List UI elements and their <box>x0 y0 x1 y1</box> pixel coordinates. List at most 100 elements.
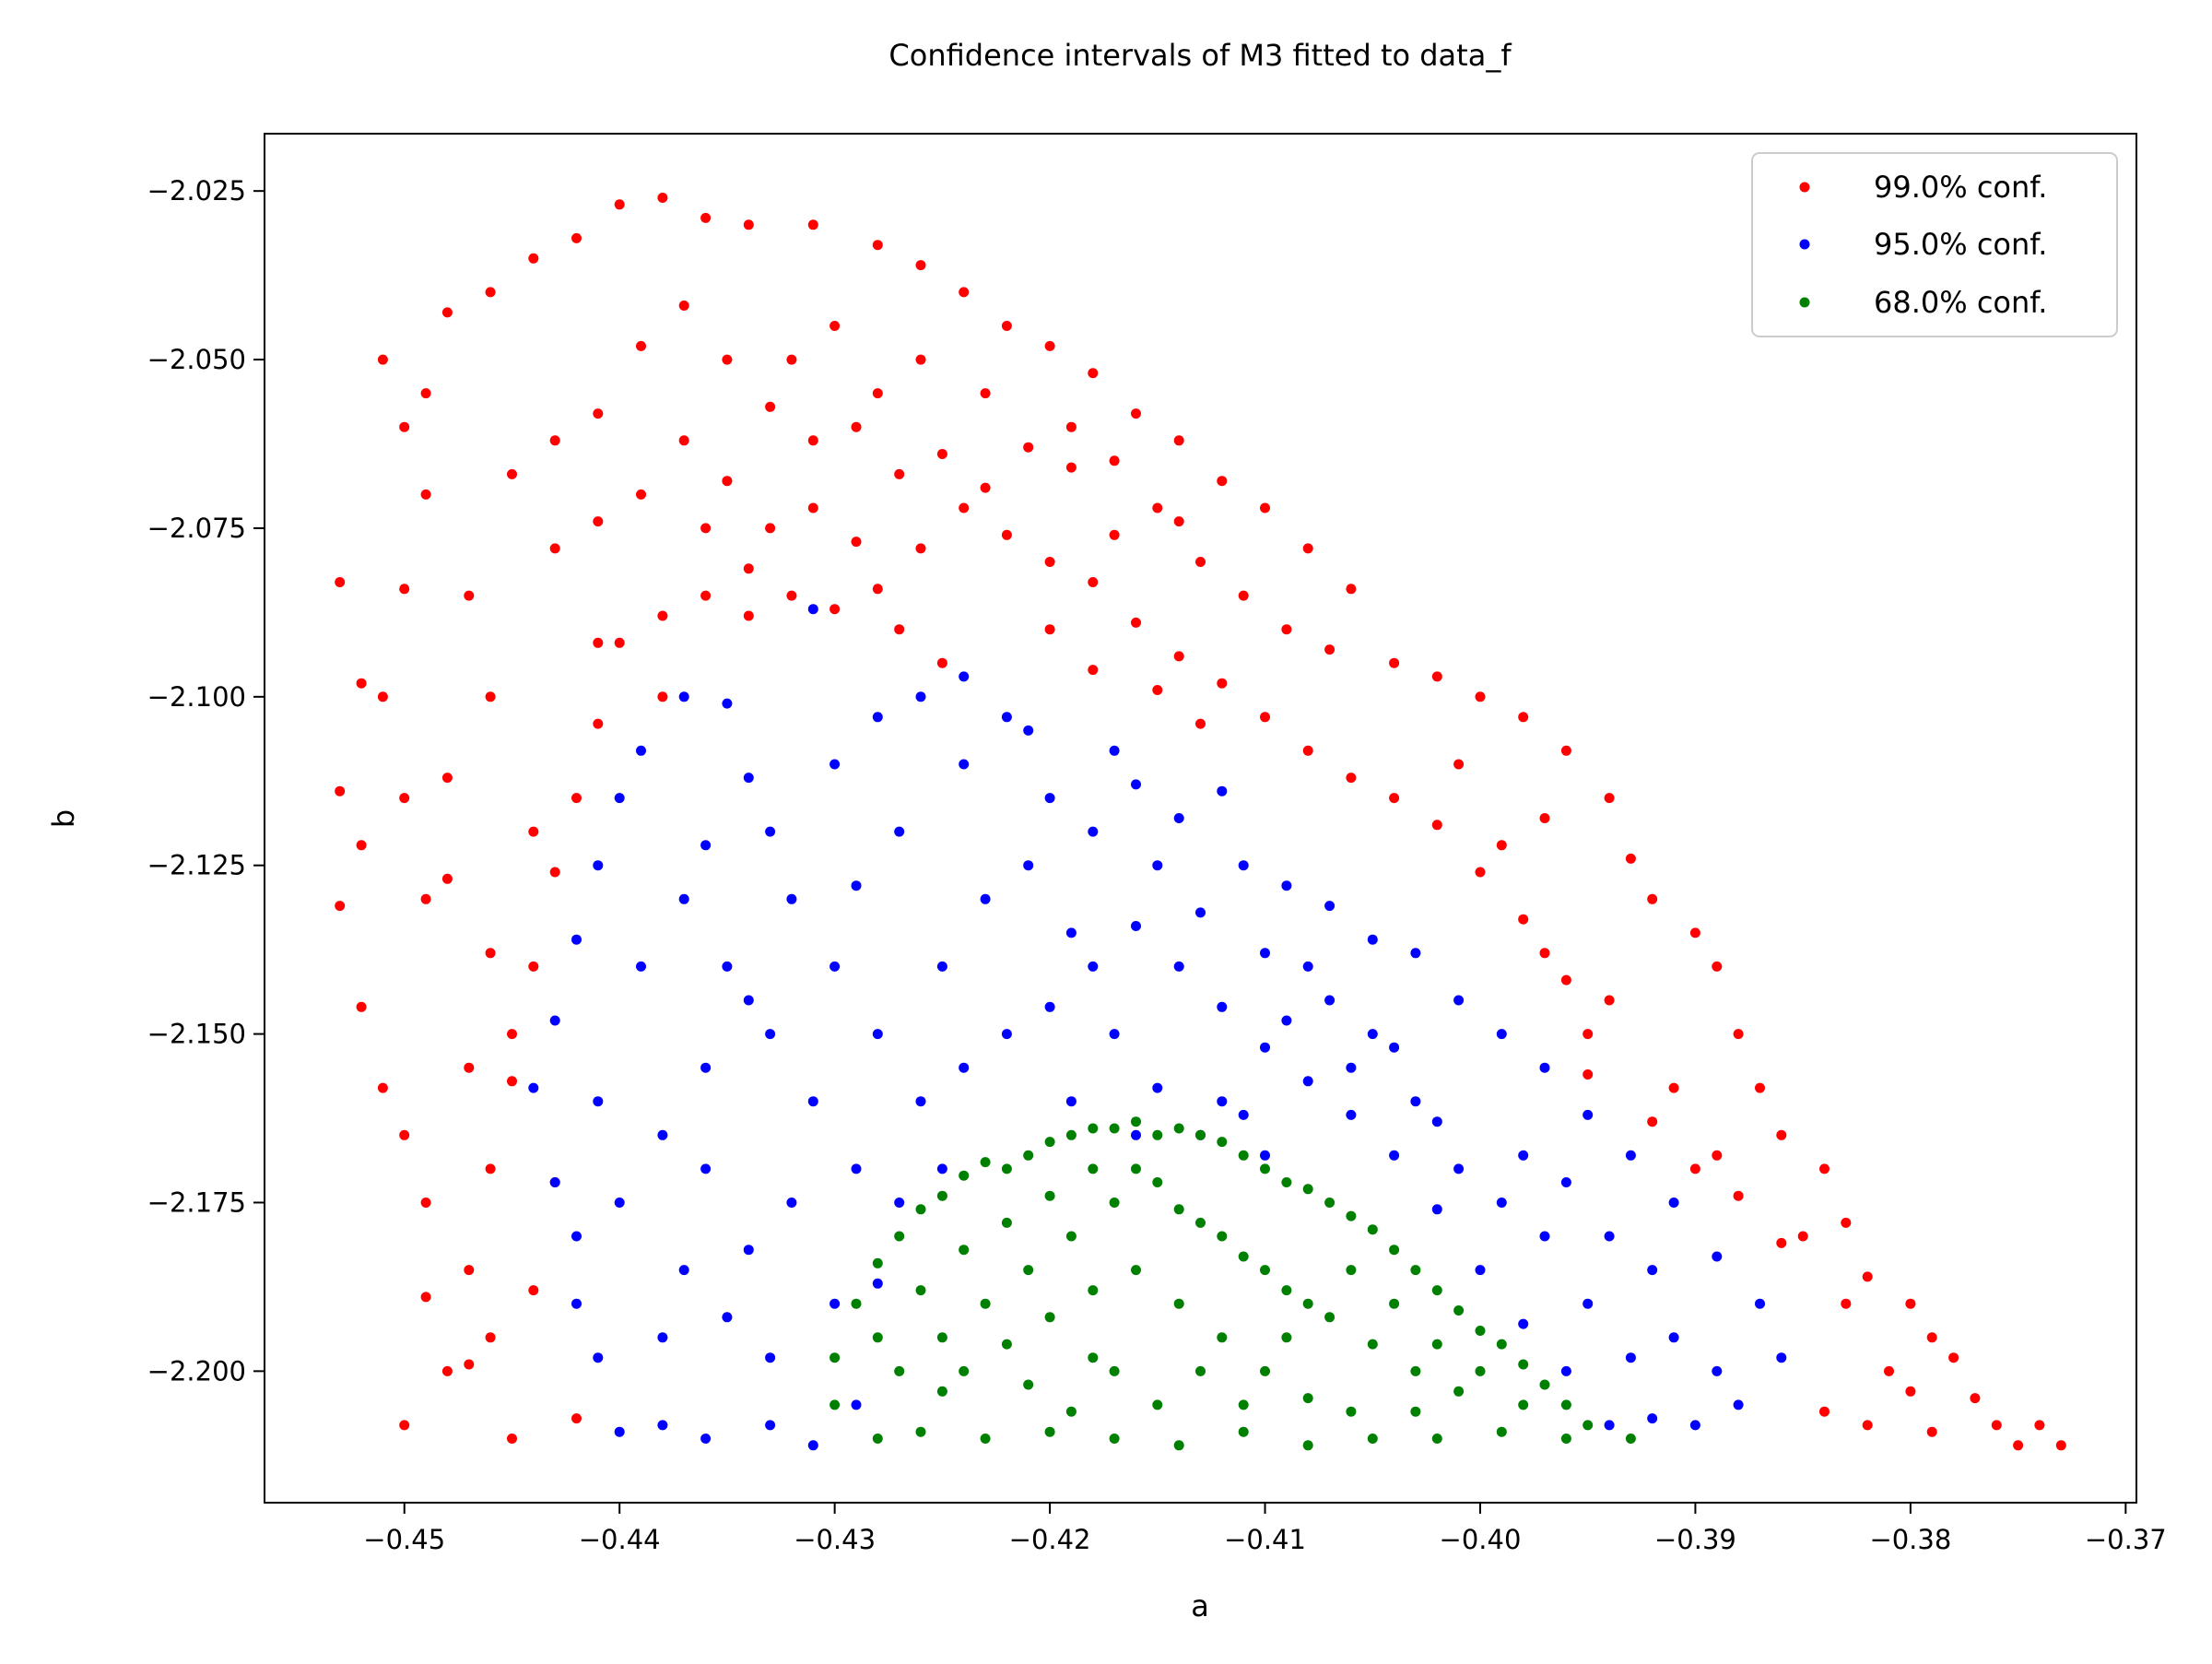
point-s1-18 <box>872 1278 883 1289</box>
point-s2-64 <box>959 1365 970 1376</box>
point-s1-14 <box>700 1434 712 1444</box>
point-s1-29 <box>1001 712 1012 723</box>
point-s0-62 <box>1905 1298 1916 1309</box>
point-s0-43 <box>1260 502 1270 513</box>
point-s0-167 <box>786 354 797 365</box>
point-s2-76 <box>1109 1365 1120 1376</box>
point-s0-59 <box>1819 1163 1830 1174</box>
point-s0-46 <box>1389 657 1400 668</box>
point-s2-83 <box>1044 1190 1055 1201</box>
point-s1-119 <box>786 1198 797 1208</box>
point-s2-32 <box>1496 1339 1507 1350</box>
point-s1-80 <box>980 893 991 904</box>
point-s1-8 <box>528 1082 539 1093</box>
point-s1-57 <box>1389 1150 1400 1161</box>
point-s0-3 <box>335 901 346 912</box>
point-s0-166 <box>743 610 754 621</box>
point-s2-79 <box>1238 1399 1249 1410</box>
point-s0-78 <box>1647 1116 1658 1127</box>
point-s1-82 <box>1065 927 1077 938</box>
point-s1-48 <box>1776 1352 1787 1363</box>
point-s1-27 <box>915 691 926 702</box>
point-s0-117 <box>593 408 604 419</box>
point-s0-71 <box>1862 1420 1873 1431</box>
point-s0-123 <box>851 421 862 432</box>
point-s1-124 <box>894 1198 905 1208</box>
point-s0-139 <box>722 476 733 487</box>
point-s1-111 <box>1302 961 1313 972</box>
point-s0-107 <box>528 961 539 972</box>
point-s2-41 <box>1367 1434 1378 1444</box>
point-s1-59 <box>1302 1076 1313 1087</box>
point-s1-70 <box>830 961 841 972</box>
point-s1-101 <box>700 840 712 851</box>
point-s0-40 <box>1131 408 1141 419</box>
point-s1-3 <box>636 745 646 756</box>
point-s0-99 <box>786 590 797 601</box>
point-s1-76 <box>678 1265 689 1276</box>
point-s0-37 <box>1001 321 1012 331</box>
point-s0-12 <box>528 1285 539 1296</box>
point-s0-63 <box>1926 1332 1937 1343</box>
point-s0-146 <box>1088 665 1099 676</box>
point-s1-22 <box>722 961 733 972</box>
point-s0-45 <box>1346 584 1357 595</box>
legend-marker-99 <box>1799 182 1810 193</box>
point-s2-71 <box>1260 1365 1270 1376</box>
point-s2-18 <box>1195 1129 1206 1140</box>
point-s0-170 <box>915 354 926 365</box>
point-s2-17 <box>1173 1123 1184 1134</box>
point-s1-4 <box>614 793 625 804</box>
point-s0-114 <box>464 590 475 601</box>
point-s2-39 <box>1496 1426 1507 1437</box>
point-s1-58 <box>1346 1109 1357 1120</box>
point-s0-61 <box>1862 1271 1873 1282</box>
point-s1-72 <box>743 995 754 1006</box>
point-s2-66 <box>1044 1312 1055 1323</box>
point-s1-47 <box>1755 1298 1765 1309</box>
point-s0-41 <box>1173 435 1184 446</box>
point-s1-127 <box>1131 1129 1141 1140</box>
point-s0-92 <box>1088 577 1099 587</box>
point-s1-104 <box>571 1231 582 1242</box>
point-s0-47 <box>1431 671 1442 682</box>
point-s0-15 <box>507 1029 517 1040</box>
point-s2-91 <box>1389 1298 1400 1309</box>
point-s0-104 <box>593 718 604 729</box>
point-s1-121 <box>700 1163 712 1174</box>
point-s1-108 <box>1152 860 1163 871</box>
point-s1-37 <box>1324 901 1335 912</box>
point-s0-125 <box>936 449 947 459</box>
point-s0-13 <box>571 1413 582 1424</box>
point-s0-51 <box>1604 793 1615 804</box>
point-s0-91 <box>1131 617 1141 628</box>
point-s0-0 <box>335 577 346 587</box>
point-s2-37 <box>1625 1434 1636 1444</box>
point-s0-148 <box>1195 718 1206 729</box>
point-s1-89 <box>1367 1029 1378 1040</box>
point-s2-24 <box>1324 1198 1335 1208</box>
point-s2-21 <box>1260 1163 1270 1174</box>
point-s1-93 <box>1539 1231 1550 1242</box>
point-s0-22 <box>399 421 410 432</box>
point-s1-92 <box>1496 1198 1507 1208</box>
point-s0-121 <box>765 401 776 412</box>
point-s1-74 <box>657 1129 668 1140</box>
legend-label-68: 68.0% conf. <box>1874 285 2047 320</box>
point-s1-113 <box>1389 1042 1400 1053</box>
point-s0-162 <box>356 840 367 851</box>
point-s2-89 <box>1302 1298 1313 1309</box>
point-s2-44 <box>1173 1440 1184 1451</box>
point-s0-168 <box>830 321 841 331</box>
point-s2-58 <box>1238 1251 1249 1262</box>
point-s1-12 <box>614 1426 625 1437</box>
point-s0-6 <box>399 1129 410 1140</box>
point-s2-53 <box>1023 1265 1034 1276</box>
point-s1-44 <box>1625 1150 1636 1161</box>
point-s1-98 <box>894 826 905 837</box>
point-s2-0 <box>830 1399 841 1410</box>
point-s0-161 <box>420 1198 431 1208</box>
point-s0-163 <box>593 637 604 648</box>
point-s2-25 <box>1346 1210 1357 1221</box>
point-s2-7 <box>959 1170 970 1181</box>
